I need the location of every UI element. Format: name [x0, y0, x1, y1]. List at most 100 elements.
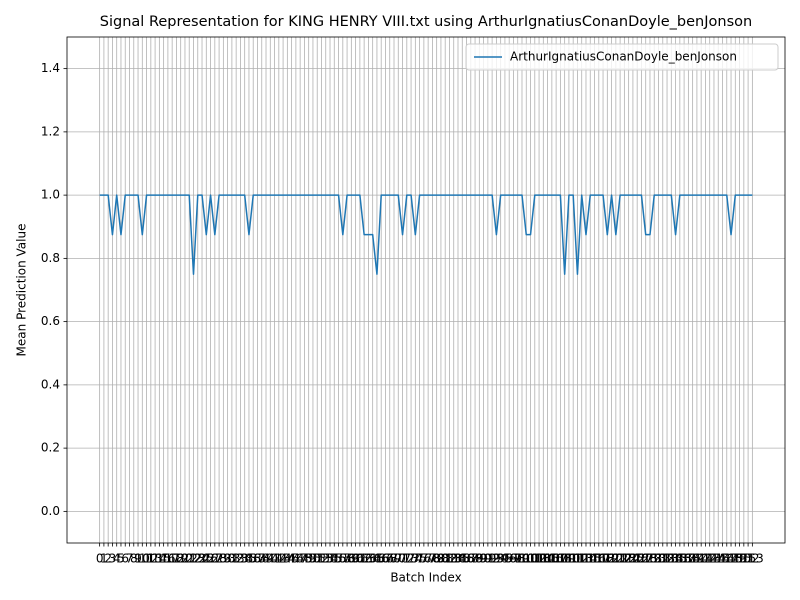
x-tick-label: 141 — [690, 552, 713, 566]
x-tick-label: 62 — [356, 552, 371, 566]
x-tick-label: 37 — [250, 552, 265, 566]
x-tick-label: 30 — [220, 552, 235, 566]
x-tick-label: 142 — [694, 552, 717, 566]
x-tick-label: 106 — [540, 552, 563, 566]
x-tick-label: 78 — [425, 552, 440, 566]
x-tick-label: 88 — [467, 552, 482, 566]
x-tick-label: 138 — [677, 552, 700, 566]
x-tick-label: 18 — [169, 552, 184, 566]
x-tick-label: 137 — [673, 552, 696, 566]
x-tick-label: 150 — [728, 552, 751, 566]
x-tick-label: 126 — [626, 552, 649, 566]
x-tick-label: 17 — [165, 552, 180, 566]
x-tick-label: 130 — [643, 552, 666, 566]
x-tick-label: 120 — [600, 552, 623, 566]
x-tick-label: 135 — [664, 552, 687, 566]
x-tick-label: 97 — [506, 552, 521, 566]
x-tick-label: 42 — [271, 552, 286, 566]
x-tick-label: 84 — [450, 552, 465, 566]
x-tick-label: 105 — [536, 552, 559, 566]
x-tick-label: 56 — [331, 552, 346, 566]
x-tick-label: 118 — [592, 552, 615, 566]
x-tick-label: 145 — [707, 552, 730, 566]
x-tick-label: 7 — [126, 552, 134, 566]
x-tick-label: 110 — [557, 552, 580, 566]
y-tick-label: 0.4 — [41, 377, 60, 391]
x-tick-label: 86 — [459, 552, 474, 566]
x-tick-label: 71 — [395, 552, 410, 566]
x-tick-label: 132 — [651, 552, 674, 566]
x-tick-label: 124 — [617, 552, 640, 566]
legend-box — [465, 43, 779, 71]
x-tick-label: 57 — [335, 552, 350, 566]
x-tick-label: 49 — [301, 552, 316, 566]
x-tick-label: 127 — [630, 552, 653, 566]
axes-frame — [66, 36, 786, 544]
x-tick-label: 0 — [96, 552, 104, 566]
x-tick-label: 47 — [293, 552, 308, 566]
x-tick-label: 146 — [711, 552, 734, 566]
x-tick-label: 34 — [237, 552, 252, 566]
y-tick-label: 1.0 — [41, 188, 60, 202]
y-tick-label: 1.4 — [41, 61, 60, 75]
x-tick-label: 114 — [575, 552, 598, 566]
x-tick-label: 153 — [741, 552, 764, 566]
x-tick-label: 95 — [497, 552, 512, 566]
x-tick-label: 43 — [275, 552, 290, 566]
x-tick-label: 5 — [117, 552, 125, 566]
x-tick-label: 151 — [732, 552, 755, 566]
x-tick-label: 55 — [327, 552, 342, 566]
x-tick-label: 111 — [562, 552, 585, 566]
x-tick-label: 4 — [113, 552, 121, 566]
x-tick-label: 23 — [190, 552, 205, 566]
x-tick-label: 50 — [305, 552, 320, 566]
x-tick-label: 69 — [386, 552, 401, 566]
plot — [99, 194, 753, 275]
x-tick-label: 63 — [361, 552, 376, 566]
x-tick-label: 87 — [463, 552, 478, 566]
x-tick-label: 21 — [182, 552, 197, 566]
x-tick-label: 15 — [156, 552, 171, 566]
x-tick-label: 19 — [173, 552, 188, 566]
x-tick-label: 136 — [668, 552, 691, 566]
x-tick-label: 121 — [604, 552, 627, 566]
x-tick-label: 68 — [382, 552, 397, 566]
x-tick-label: 48 — [297, 552, 312, 566]
x-tick-label: 59 — [344, 552, 359, 566]
x-tick-label: 99 — [514, 552, 529, 566]
ticks: 0.00.20.40.60.81.01.21.40123456789101112… — [41, 61, 764, 565]
x-tick-label: 6 — [121, 552, 129, 566]
x-tick-label: 75 — [412, 552, 427, 566]
x-tick-label: 89 — [472, 552, 487, 566]
x-tick-label: 80 — [433, 552, 448, 566]
x-tick-label: 140 — [685, 552, 708, 566]
x-tick-label: 27 — [207, 552, 222, 566]
y-tick-label: 0.2 — [41, 441, 60, 455]
x-tick-label: 129 — [639, 552, 662, 566]
x-tick-label: 92 — [484, 552, 499, 566]
x-tick-label: 33 — [233, 552, 248, 566]
x-tick-label: 31 — [224, 552, 239, 566]
x-tick-label: 1 — [100, 552, 108, 566]
x-tick-label: 29 — [216, 552, 231, 566]
x-tick-label: 134 — [660, 552, 683, 566]
x-tick-label: 113 — [570, 552, 593, 566]
x-tick-label: 10 — [135, 552, 150, 566]
x-tick-label: 98 — [510, 552, 525, 566]
x-tick-label: 131 — [647, 552, 670, 566]
x-tick-label: 35 — [241, 552, 256, 566]
x-tick-label: 152 — [737, 552, 760, 566]
x-tick-label: 93 — [489, 552, 504, 566]
x-tick-label: 147 — [715, 552, 738, 566]
x-tick-label: 45 — [284, 552, 299, 566]
legend-label: ArthurIgnatiusConanDoyle_benJonson — [510, 50, 737, 64]
x-tick-label: 9 — [134, 552, 142, 566]
x-tick-label: 115 — [579, 552, 602, 566]
x-tick-label: 11 — [139, 552, 154, 566]
x-tick-label: 36 — [246, 552, 261, 566]
x-tick-label: 39 — [258, 552, 273, 566]
x-tick-label: 72 — [399, 552, 414, 566]
x-tick-label: 70 — [391, 552, 406, 566]
x-tick-label: 112 — [566, 552, 589, 566]
